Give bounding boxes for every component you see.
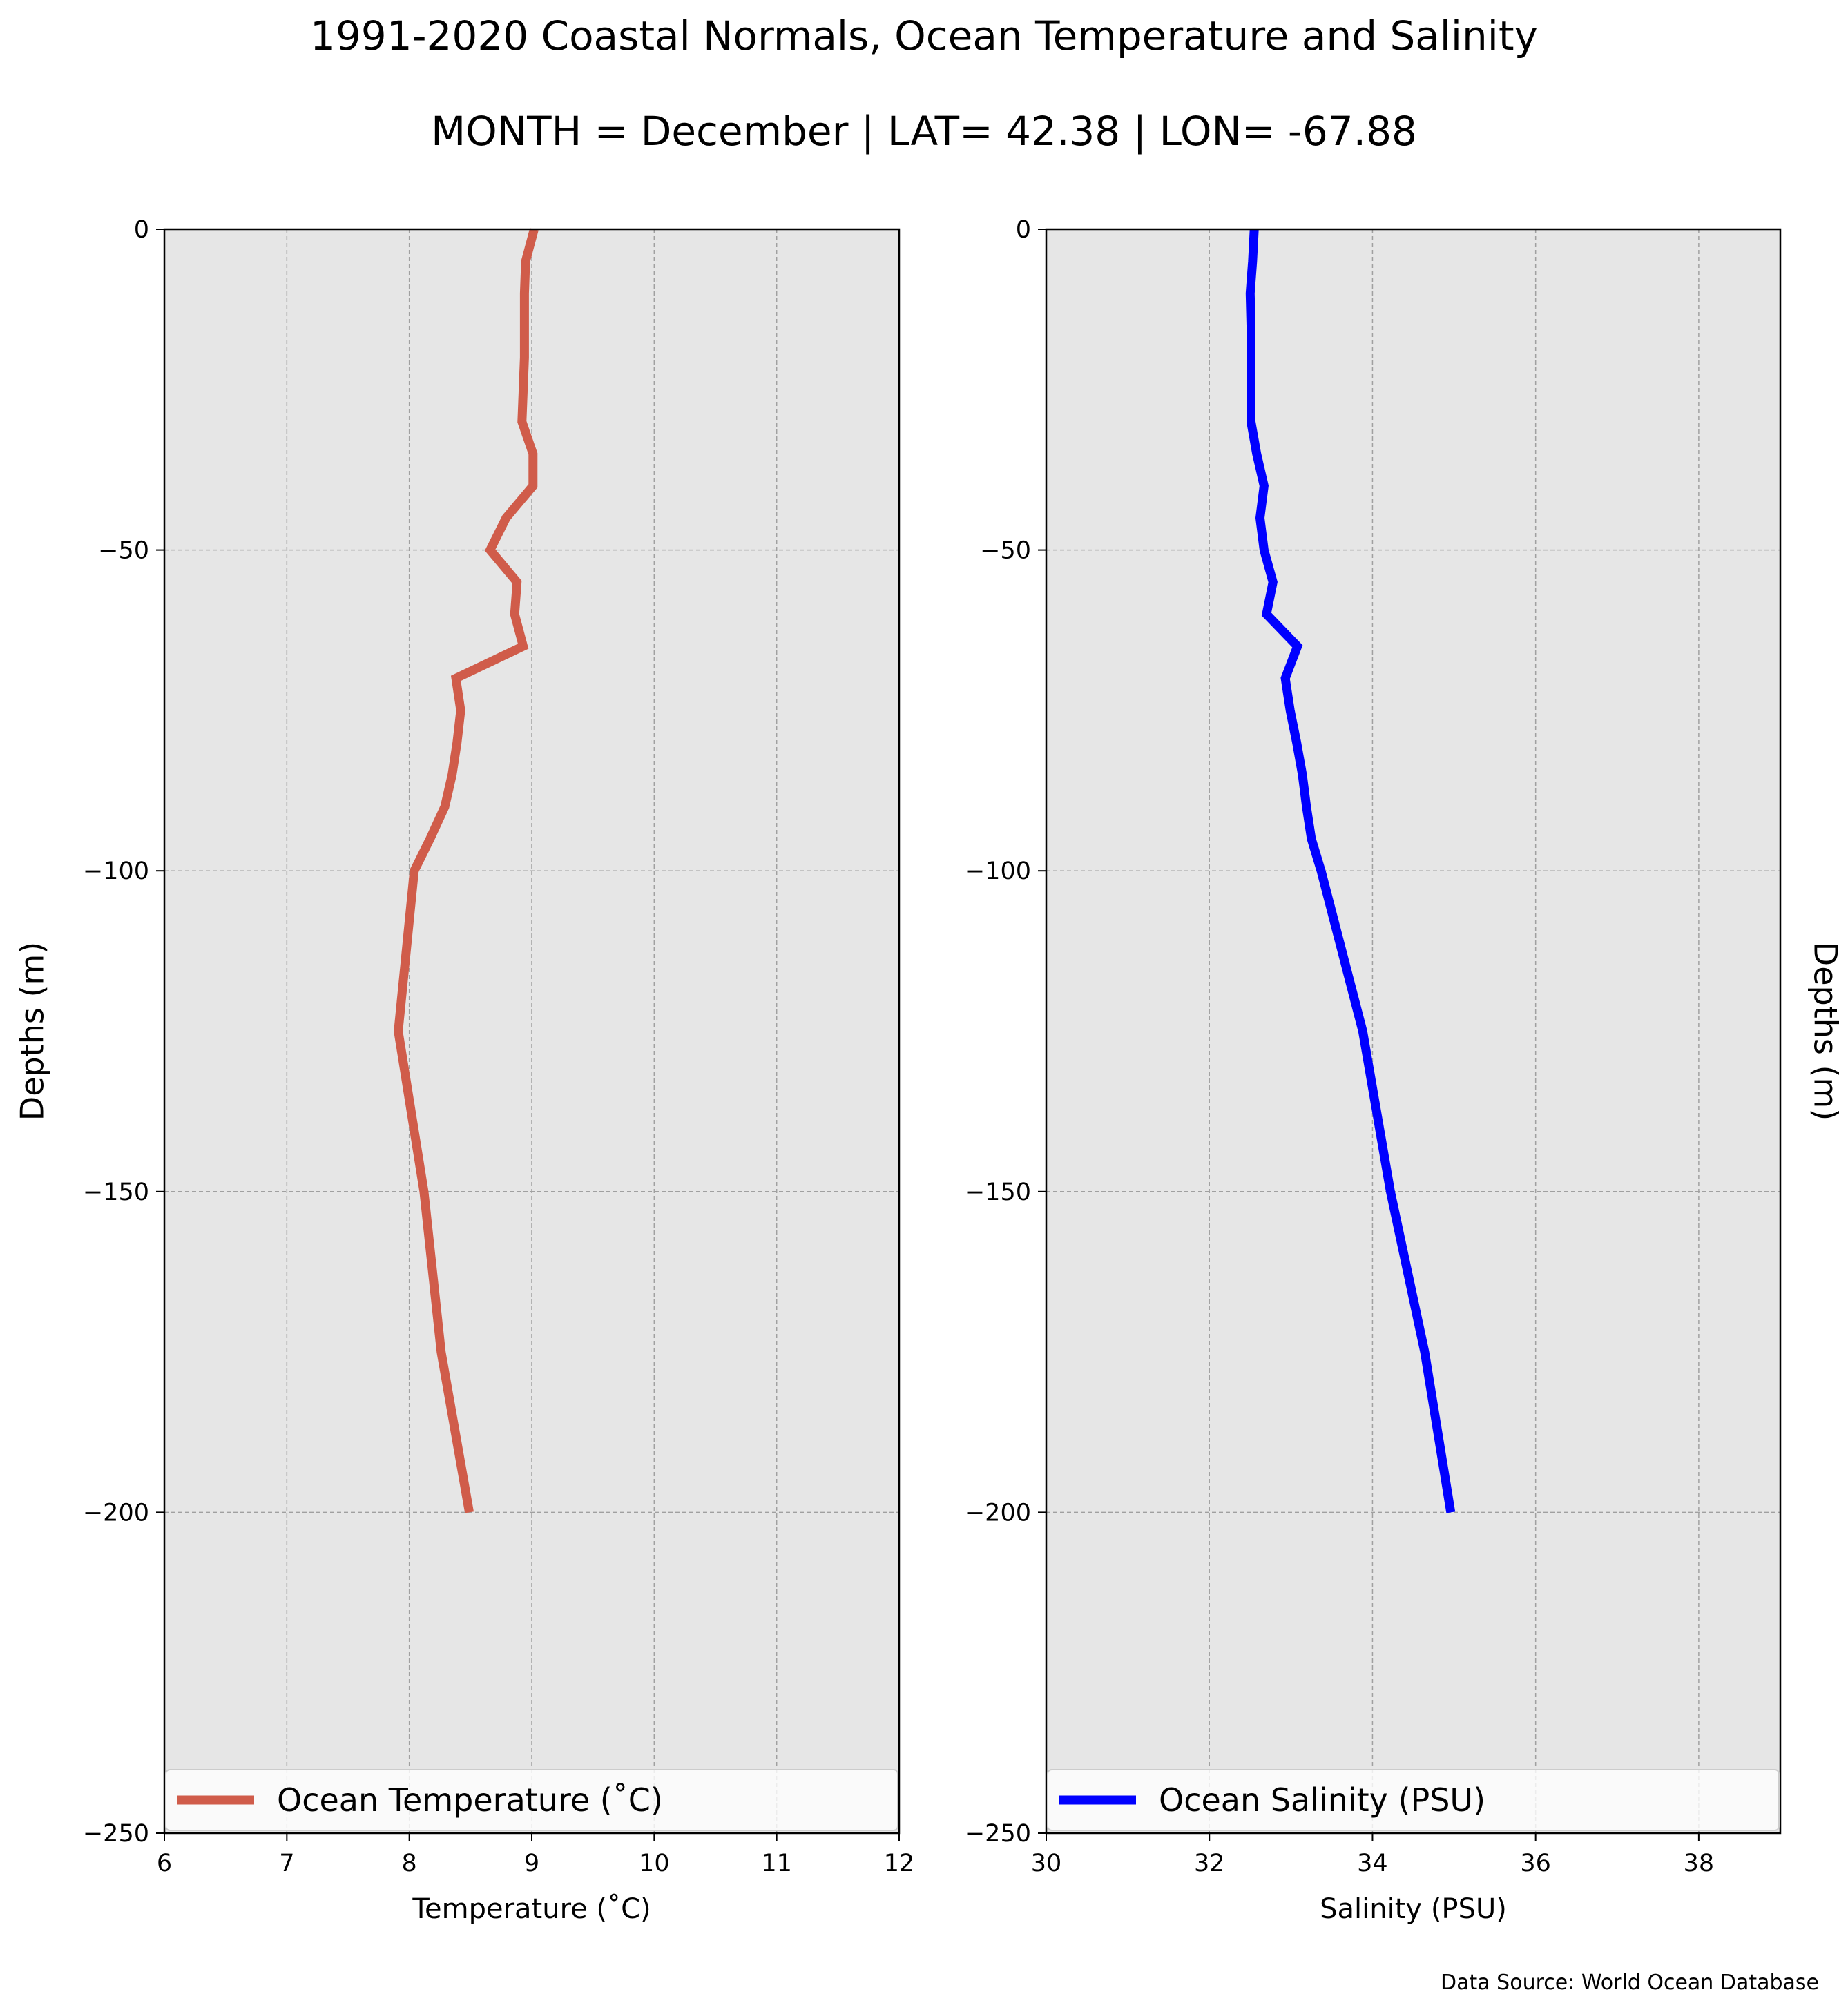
- salinity-y-axis-label: Depths (m): [1807, 942, 1845, 1121]
- temperature-x-tick-label: 6: [157, 1850, 172, 1877]
- temperature-legend-label: Ocean Temperature (˚C): [277, 1781, 663, 1819]
- salinity-axes-background: [1046, 229, 1780, 1833]
- chart-subtitle: MONTH = December | LAT= 42.38 | LON= -67…: [431, 108, 1417, 155]
- salinity-x-tick-label: 34: [1357, 1850, 1388, 1877]
- salinity-data-point: [1252, 261, 1253, 262]
- salinity-y-tick-label: −200: [965, 1499, 1031, 1527]
- temperature-data-point: [514, 614, 515, 615]
- temperature-x-tick-label: 9: [524, 1850, 539, 1877]
- temperature-data-point: [524, 357, 525, 358]
- salinity-panel: 30 32 34 36 38 0 −50 −100 −150 −200 −250 Salinity (…: [965, 216, 1845, 1925]
- temperature-panel: 6 7 8 9 10 11 12 0 −50 −100 −150 −200 −250 Temperatur…: [14, 216, 915, 1925]
- temperature-data-point: [521, 421, 522, 422]
- temperature-y-tick-label: −150: [83, 1179, 149, 1206]
- salinity-data-point: [1306, 806, 1307, 807]
- salinity-y-tick-label: −100: [965, 858, 1031, 885]
- temperature-data-point: [456, 742, 457, 743]
- temperature-data-point: [524, 325, 525, 326]
- temperature-y-tick-label: −50: [98, 537, 149, 565]
- salinity-legend-box: [1047, 1769, 1780, 1831]
- temperature-series-line: [394, 228, 539, 1513]
- salinity-axes-frame: [1045, 228, 1782, 1835]
- temperature-y-tick-label: −100: [83, 858, 149, 885]
- salinity-data-point: [1390, 1191, 1391, 1192]
- temperature-x-tick-label: 12: [884, 1850, 915, 1877]
- temperature-data-point: [423, 1191, 424, 1192]
- salinity-x-tick-label: 38: [1684, 1850, 1715, 1877]
- salinity-x-tick-label: 36: [1520, 1850, 1551, 1877]
- data-source-note: Data Source: World Ocean Database: [1441, 1971, 1819, 1995]
- temperature-x-tick-label: 7: [279, 1850, 294, 1877]
- temperature-y-tick-label: −250: [83, 1820, 149, 1848]
- temperature-legend-box: [165, 1769, 898, 1831]
- salinity-series-line: [1245, 229, 1456, 1513]
- temperature-x-axis-label: Temperature (˚C): [412, 1893, 651, 1925]
- chart-title: 1991-2020 Coastal Normals, Ocean Tempera…: [310, 12, 1538, 59]
- salinity-y-tick-label: −150: [965, 1179, 1031, 1206]
- salinity-y-tick-label: −50: [980, 537, 1031, 565]
- temperature-x-tick-label: 11: [761, 1850, 792, 1877]
- temperature-y-tick-label: −200: [83, 1499, 149, 1527]
- salinity-data-point: [1450, 1512, 1451, 1513]
- salinity-x-axis-label: Salinity (PSU): [1320, 1893, 1507, 1925]
- temperature-data-point: [469, 1512, 470, 1513]
- temperature-x-tick-label: 10: [639, 1850, 670, 1877]
- temperature-data-point: [532, 485, 533, 486]
- salinity-y-tick-label: −250: [965, 1820, 1031, 1848]
- salinity-legend-label: Ocean Salinity (PSU): [1159, 1781, 1485, 1819]
- salinity-y-tick-label: 0: [1016, 216, 1031, 244]
- temperature-legend: Ocean Temperature (˚C): [165, 1769, 898, 1831]
- temperature-x-tick-label: 8: [402, 1850, 417, 1877]
- salinity-data-point: [1285, 678, 1286, 679]
- salinity-data-point: [1266, 614, 1267, 615]
- temperature-y-axis-label: Depths (m): [14, 942, 51, 1121]
- salinity-legend: Ocean Salinity (PSU): [1047, 1769, 1780, 1831]
- salinity-x-tick-label: 30: [1031, 1850, 1062, 1877]
- salinity-data-point: [1296, 742, 1297, 743]
- plot-panels: 6 7 8 9 10 11 12 0 −50 −100 −150 −200 −250 Temperatur…: [14, 216, 1845, 1925]
- temperature-y-tick-label: 0: [134, 216, 149, 244]
- salinity-x-tick-label: 32: [1194, 1850, 1225, 1877]
